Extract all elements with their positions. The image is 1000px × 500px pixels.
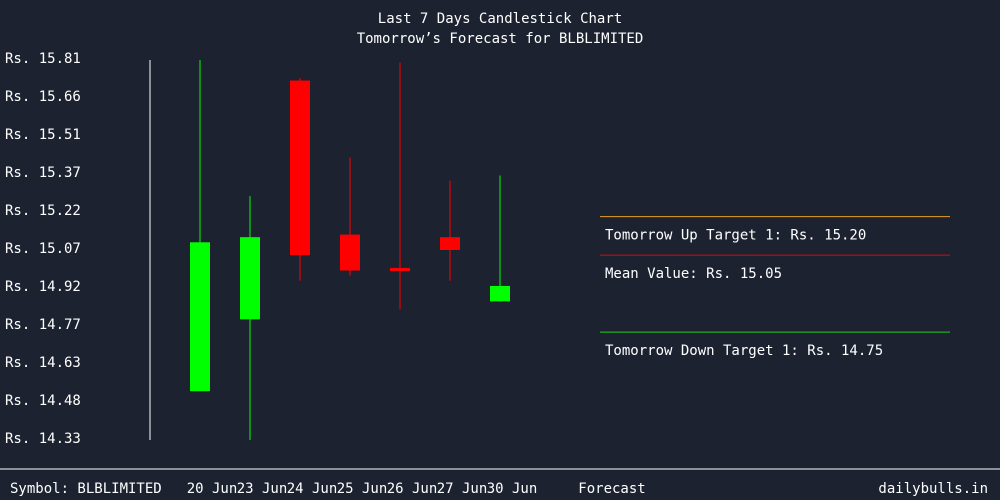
y-axis: Rs. 15.81 Rs. 15.66 Rs. 15.51 Rs. 15.37 Rs. …	[5, 51, 81, 447]
candle-body	[190, 242, 210, 392]
candle	[240, 196, 260, 440]
chart-subtitle: Tomorrow’s Forecast for BLBLIMITED	[357, 31, 644, 47]
y-tick-label: Rs. 14.77	[5, 317, 81, 333]
x-tick-label: 23 Jun	[237, 481, 288, 497]
candle	[440, 180, 460, 281]
candle-body	[340, 234, 360, 271]
x-tick-label: 24 Jun	[287, 481, 338, 497]
chart-title: Last 7 Days Candlestick Chart	[378, 11, 622, 27]
candle-body	[240, 237, 260, 320]
site-label: dailybulls.in	[878, 481, 988, 497]
candle	[190, 60, 210, 392]
candle	[290, 77, 310, 281]
y-tick-label: Rs. 14.48	[5, 393, 81, 409]
y-tick-label: Rs. 15.81	[5, 51, 81, 67]
forecast-targets: Tomorrow Up Target 1: Rs. 15.20 Mean Valu…	[600, 216, 950, 359]
x-tick-label: 20 Jun	[187, 481, 238, 497]
candle	[490, 175, 510, 302]
y-tick-label: Rs. 14.92	[5, 279, 81, 295]
y-tick-label: Rs. 14.33	[5, 431, 81, 447]
target-label: Mean Value: Rs. 15.05	[605, 266, 782, 282]
target-label: Tomorrow Up Target 1: Rs. 15.20	[605, 228, 866, 244]
x-tick-label: 30 Jun	[487, 481, 538, 497]
x-tick-label: 27 Jun	[437, 481, 488, 497]
candle	[390, 62, 410, 310]
candle-body	[440, 237, 460, 250]
x-axis: 20 Jun 23 Jun 24 Jun 25 Jun 26 Jun 27 Jun 30 J…	[187, 481, 538, 497]
candle-body	[290, 80, 310, 256]
y-tick-label: Rs. 15.22	[5, 203, 81, 219]
x-tick-label: 25 Jun	[337, 481, 388, 497]
y-tick-label: Rs. 15.66	[5, 89, 81, 105]
y-tick-label: Rs. 15.07	[5, 241, 81, 257]
symbol-label: Symbol: BLBLIMITED	[10, 481, 162, 497]
candle-body	[490, 285, 510, 302]
target-label: Tomorrow Down Target 1: Rs. 14.75	[605, 343, 883, 359]
y-tick-label: Rs. 15.51	[5, 127, 81, 143]
x-tick-label: 26 Jun	[387, 481, 438, 497]
candle	[340, 157, 360, 276]
candle-body	[390, 267, 410, 271]
y-tick-label: Rs. 15.37	[5, 165, 81, 181]
candles	[190, 60, 510, 440]
forecast-label: Forecast	[578, 481, 645, 497]
y-tick-label: Rs. 14.63	[5, 355, 81, 371]
